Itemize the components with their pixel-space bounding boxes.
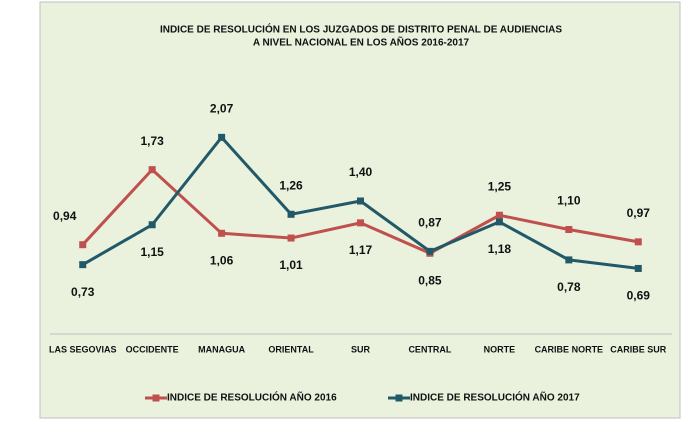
chart-title: INDICE DE RESOLUCIÓN EN LOS JUZGADOS DE …	[160, 23, 562, 36]
data-label: 1,40	[349, 165, 373, 179]
point-marker	[148, 166, 156, 174]
point-marker	[218, 229, 226, 237]
x-tick-label: OCCIDENTE	[126, 344, 179, 354]
point-marker	[79, 241, 87, 249]
data-label: 2,07	[210, 102, 234, 116]
data-label: 1,10	[557, 194, 581, 208]
point-marker	[634, 264, 642, 272]
data-label: 1,17	[349, 243, 373, 257]
point-marker	[565, 226, 573, 233]
point-marker	[218, 133, 226, 141]
legend-label: INDICE DE RESOLUCIÓN AÑO 2016	[167, 391, 337, 404]
x-tick-label: MANAGUA	[198, 344, 245, 354]
x-tick-label: CARIBE SUR	[610, 344, 667, 354]
point-marker	[495, 218, 503, 226]
x-tick-label: SUR	[351, 344, 371, 354]
point-marker	[79, 261, 87, 269]
data-label: 1,01	[279, 258, 303, 272]
data-label: 0,94	[53, 209, 77, 223]
point-marker	[357, 219, 364, 227]
data-label: 1,25	[488, 179, 512, 193]
x-tick-label: CARIBE NORTE	[535, 344, 604, 354]
x-tick-label: ORIENTAL	[268, 344, 314, 354]
point-marker	[634, 238, 642, 246]
point-marker	[495, 211, 503, 219]
data-label: 0,73	[71, 285, 95, 299]
chart-background	[39, 1, 681, 419]
point-marker	[287, 234, 295, 242]
data-label: 1,18	[488, 242, 512, 256]
data-label: 1,06	[210, 253, 234, 267]
legend-marker	[395, 394, 403, 402]
data-label: 0,69	[627, 289, 651, 303]
x-tick-label: NORTE	[484, 344, 516, 354]
point-marker	[565, 256, 573, 264]
data-label: 1,73	[140, 134, 164, 148]
point-marker	[426, 247, 434, 255]
data-label: 1,15	[140, 245, 164, 259]
data-label: 1,26	[279, 178, 303, 192]
x-tick-label: LAS SEGOVIAS	[49, 344, 117, 354]
chart-subtitle: A NIVEL NACIONAL EN LOS AÑOS 2016-2017	[253, 36, 470, 49]
data-label: 0,87	[418, 216, 442, 230]
x-tick-label: CENTRAL	[408, 344, 451, 354]
data-label: 0,97	[627, 206, 651, 220]
legend-marker	[152, 394, 160, 402]
point-marker	[148, 221, 156, 229]
data-label: 0,78	[557, 280, 581, 294]
legend-label: INDICE DE RESOLUCIÓN AÑO 2017	[410, 391, 580, 404]
point-marker	[357, 197, 364, 205]
data-label: 0,85	[418, 273, 442, 287]
point-marker	[287, 210, 295, 218]
